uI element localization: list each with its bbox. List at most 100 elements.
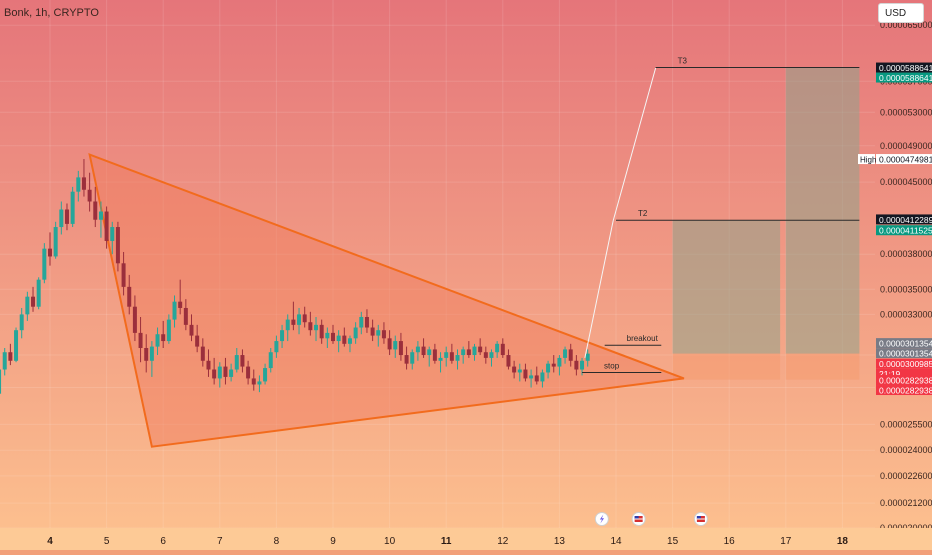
candle-body bbox=[319, 324, 324, 339]
candle-body bbox=[206, 360, 211, 370]
candle-body bbox=[427, 349, 432, 356]
time-tick-label: 14 bbox=[610, 536, 622, 547]
candle-body bbox=[466, 349, 471, 356]
time-axis-bg bbox=[0, 528, 932, 550]
candle-body bbox=[585, 353, 590, 361]
candle-body bbox=[200, 346, 205, 361]
candle-body bbox=[155, 334, 160, 347]
target-zones bbox=[672, 67, 860, 380]
breakout-label: breakout bbox=[627, 334, 659, 343]
candle-body bbox=[149, 346, 154, 361]
candle-body bbox=[42, 248, 47, 280]
candle-body bbox=[540, 372, 545, 382]
candle-body bbox=[376, 330, 381, 336]
candle-body bbox=[529, 375, 534, 379]
price-badge bbox=[876, 348, 932, 359]
price-tick-label: 0.0000650000 bbox=[880, 20, 932, 30]
candle-body bbox=[314, 324, 319, 331]
candles bbox=[0, 159, 590, 394]
price-tick-label: 0.0000240000 bbox=[880, 445, 932, 455]
candle-body bbox=[347, 338, 352, 344]
candle-body bbox=[523, 369, 528, 379]
time-tick-label: 12 bbox=[497, 536, 509, 547]
candle-body bbox=[506, 355, 511, 367]
time-tick-label: 4 bbox=[47, 536, 53, 547]
price-badge bbox=[876, 225, 932, 236]
candle-body bbox=[195, 335, 200, 347]
candle-body bbox=[381, 330, 386, 339]
time-tick-label: 11 bbox=[441, 536, 452, 547]
candle-body bbox=[81, 177, 86, 190]
price-badge-label: 0.0000300985 bbox=[879, 359, 932, 369]
candle-body bbox=[568, 349, 573, 361]
price-badge bbox=[876, 214, 932, 225]
candle-body bbox=[478, 346, 483, 353]
candle-body bbox=[229, 369, 234, 377]
candle-body bbox=[161, 334, 166, 342]
price-badge-label: 0.0000411525 bbox=[879, 226, 932, 236]
candle-body bbox=[551, 363, 556, 367]
candle-body bbox=[302, 314, 307, 323]
price-badge bbox=[876, 385, 932, 396]
time-axis: 4 5 6 7 8 9 10 11 12 13 14 15 16 17 18 bbox=[0, 528, 932, 550]
time-tick-label: 10 bbox=[384, 536, 396, 547]
price-badge-label: 0.0000412289 bbox=[879, 215, 932, 225]
price-badge-label: 21:19 bbox=[879, 369, 901, 379]
candle-body bbox=[393, 341, 398, 350]
candle-body bbox=[563, 349, 568, 358]
high-tag-label: High bbox=[860, 156, 876, 165]
price-tick-label: 0.0000226000 bbox=[880, 471, 932, 481]
candle-body bbox=[217, 366, 222, 379]
candle-body bbox=[0, 369, 2, 394]
candle-body bbox=[370, 327, 375, 336]
candle-body bbox=[325, 332, 330, 339]
candle-body bbox=[285, 319, 290, 331]
candle-body bbox=[8, 352, 13, 361]
candle-body bbox=[251, 378, 256, 385]
time-tick-label: 6 bbox=[160, 536, 166, 547]
triangle-pattern bbox=[88, 152, 685, 448]
candle-body bbox=[580, 360, 585, 370]
candle-body bbox=[98, 211, 103, 220]
candle-body bbox=[246, 366, 251, 379]
candle-body bbox=[48, 248, 52, 257]
price-badge-label: 0.0000282938 bbox=[879, 376, 932, 386]
flag-canton bbox=[696, 516, 701, 519]
price-tick-label: 0.0000490000 bbox=[880, 141, 932, 151]
candle-body bbox=[257, 381, 262, 385]
price-badge-label: 0.0000588641 bbox=[879, 73, 932, 83]
price-badge bbox=[876, 375, 932, 386]
candle-body bbox=[280, 330, 285, 342]
currency-button[interactable]: USD bbox=[878, 3, 924, 23]
price-tick-label: 0.0000380000 bbox=[880, 249, 932, 259]
triangle-shape bbox=[88, 152, 685, 448]
lightning-glyph bbox=[599, 514, 605, 524]
price-badge-label: 0.0000588641 bbox=[879, 63, 932, 73]
candle-body bbox=[25, 296, 30, 315]
event-markers bbox=[594, 512, 708, 526]
candle-body bbox=[59, 209, 64, 228]
candle-body bbox=[263, 368, 268, 382]
candle-body bbox=[121, 263, 126, 287]
candle-body bbox=[489, 352, 494, 358]
candle-body bbox=[268, 352, 273, 369]
stop-zone bbox=[785, 353, 860, 380]
grid bbox=[0, 0, 875, 529]
time-tick-label: 9 bbox=[330, 536, 336, 547]
projection-path bbox=[584, 67, 657, 359]
price-tick-label: 0.0000350000 bbox=[880, 284, 932, 294]
candle-body bbox=[546, 363, 551, 373]
symbol-label: Bonk, 1h, CRYPTO bbox=[4, 7, 99, 19]
price-badge-label: 0.0000301354 bbox=[879, 349, 932, 359]
time-tick-label: 8 bbox=[274, 536, 280, 547]
candle-body bbox=[353, 327, 358, 339]
candle-body bbox=[512, 366, 517, 373]
candle-body bbox=[14, 330, 19, 361]
price-badge bbox=[876, 338, 932, 349]
candle-body bbox=[110, 227, 115, 241]
price-badge-label: 0.0000301354 bbox=[879, 339, 932, 349]
time-tick-label: 15 bbox=[667, 536, 679, 547]
candle-body bbox=[455, 355, 460, 361]
